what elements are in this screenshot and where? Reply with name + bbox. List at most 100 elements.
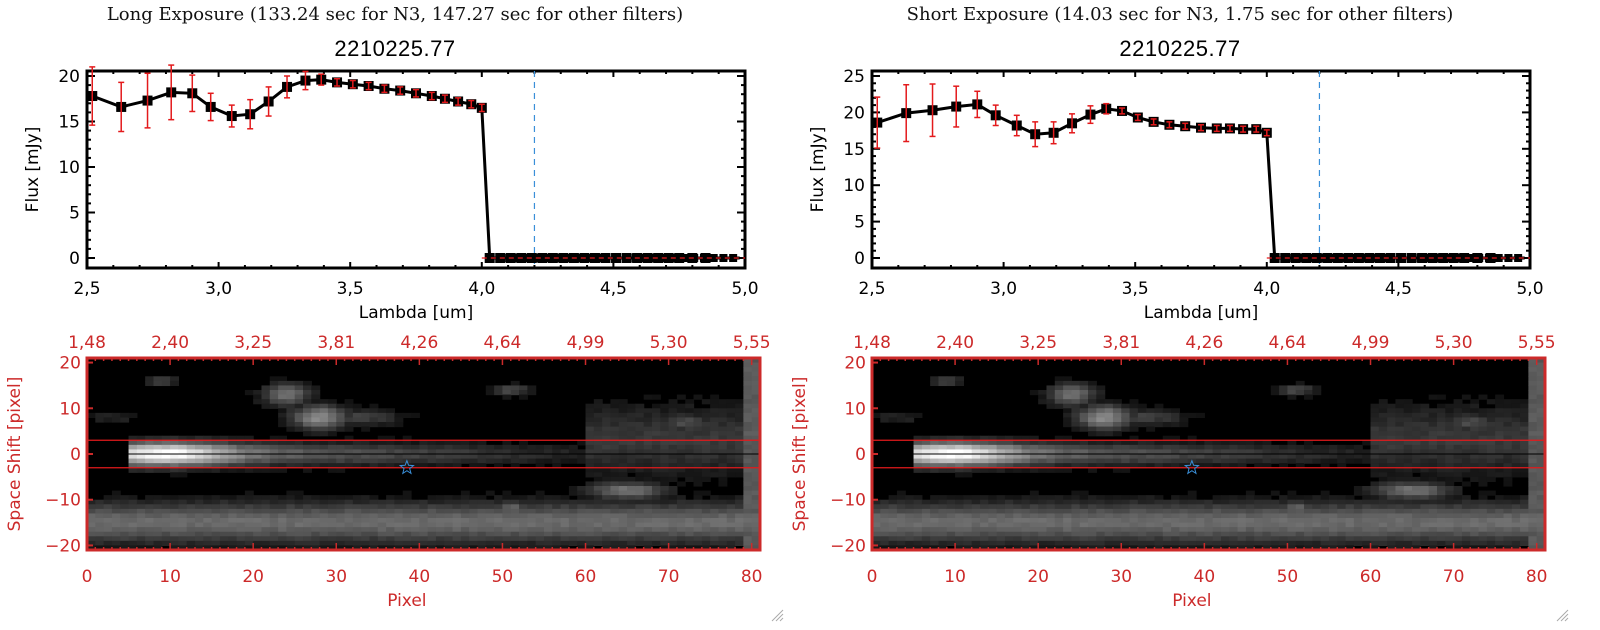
top-x-tick-label: 4,64	[484, 333, 522, 353]
y-tick-label: 0	[854, 249, 865, 269]
data-marker	[729, 254, 738, 262]
data-marker	[484, 253, 495, 263]
short-exposure-spectrum-chart: 2,5 3,0 3,5 4,0 4,5 5,0 0 5 10 15 20 25 Lambda [um] F…	[808, 67, 1544, 323]
x-tick-label: 2,5	[858, 279, 885, 299]
y-tick-label: 20	[59, 354, 81, 374]
y-tick-label: 20	[844, 354, 866, 374]
y-tick-label: 10	[843, 176, 865, 196]
plot-frame	[85, 69, 747, 270]
x-tick-label: 10	[159, 567, 181, 587]
top-x-tick-label: 4,26	[1185, 333, 1223, 353]
data-marker	[663, 253, 674, 263]
resize-handle-icon[interactable]	[770, 608, 784, 622]
long-exposure-spectrum-chart: 2,5 3,0 3,5 4,0 4,5 5,0 0 5 10 15 20 Lambda [um] Flu…	[23, 64, 759, 323]
star-marker-icon	[398, 459, 415, 475]
error-bar	[349, 79, 356, 89]
error-bar	[1150, 118, 1157, 126]
error-bar	[1240, 125, 1247, 133]
x-tick-label: 30	[325, 567, 347, 587]
short-exposure-title: Short Exposure (14.03 sec for N3, 1.75 s…	[906, 4, 1454, 25]
x-tick-label: 70	[658, 567, 680, 587]
top-x-tick-label: 5,30	[1435, 333, 1473, 353]
error-bar	[1119, 107, 1126, 115]
short-exposure-panel: Short Exposure (14.03 sec for N3, 1.75 s…	[785, 0, 1575, 630]
y-axis-label: Space Shift [pixel]	[790, 377, 810, 532]
x-tick-label: 3,5	[337, 279, 364, 299]
error-bar	[247, 98, 254, 130]
error-bar	[397, 86, 404, 95]
y-tick-label: 5	[69, 204, 80, 224]
resize-handle-icon[interactable]	[1555, 608, 1569, 622]
y-tick-label: 10	[58, 158, 80, 178]
y-tick-label: 25	[843, 67, 865, 87]
data-marker	[1311, 253, 1322, 263]
y-tick-label: −10	[45, 491, 81, 511]
error-bar	[874, 96, 881, 149]
x-tick-label: 10	[944, 567, 966, 587]
error-bar	[381, 84, 388, 94]
top-x-tick-label: 4,64	[1269, 333, 1307, 353]
error-bar	[144, 72, 151, 129]
y-tick-label: 15	[843, 140, 865, 160]
data-marker	[1504, 254, 1513, 262]
data-marker	[1459, 253, 1470, 263]
data-marker	[1485, 253, 1496, 263]
x-tick-label: 0	[82, 567, 93, 587]
data-marker	[526, 253, 537, 263]
y-axis-label: Flux [mJy]	[23, 127, 43, 213]
x-tick-label: 3,0	[205, 279, 232, 299]
error-bar	[992, 104, 999, 127]
error-bar	[89, 66, 96, 126]
y-axis-label: Flux [mJy]	[808, 127, 828, 213]
x-tick-label: 3,5	[1122, 279, 1149, 299]
y-tick-label: 5	[854, 213, 865, 233]
x-tick-label: 2,5	[73, 279, 100, 299]
top-x-tick-label: 5,55	[733, 333, 771, 353]
y-tick-label: 0	[70, 445, 81, 465]
error-bar	[413, 88, 419, 98]
top-x-tick-label: 1,48	[68, 333, 106, 353]
y-tick-label: 20	[58, 67, 80, 87]
error-bar	[228, 104, 235, 128]
x-tick-label: 5,0	[1516, 279, 1543, 299]
top-x-tick-label: 4,99	[1352, 333, 1390, 353]
data-marker	[1396, 253, 1407, 263]
top-x-tick-label: 3,81	[317, 333, 355, 353]
error-bar	[953, 85, 960, 128]
error-bar	[1198, 124, 1204, 132]
image-pixels	[87, 358, 761, 551]
y-tick-label: 10	[844, 399, 866, 419]
x-tick-label: 5,0	[731, 279, 758, 299]
x-axis-label: Pixel	[387, 591, 426, 611]
x-axis-label: Lambda [um]	[359, 303, 473, 323]
x-tick-label: 80	[741, 567, 763, 587]
error-bar	[302, 70, 309, 91]
x-tick-label: 20	[1027, 567, 1049, 587]
x-tick-label: 4,0	[1253, 279, 1280, 299]
data-marker	[1269, 253, 1280, 263]
x-tick-label: 60	[575, 567, 597, 587]
data-marker	[674, 253, 685, 263]
image-pixels	[872, 358, 1546, 551]
data-marker	[547, 253, 558, 263]
x-axis-label: Lambda [um]	[1144, 303, 1258, 323]
short-exposure-spectral-image: 0 10 20 30 40 50 60 70 80 1,48 2,40 3,25 3,81 4,26 4,6…	[790, 333, 1556, 611]
data-marker	[700, 253, 711, 263]
error-bar	[318, 73, 325, 86]
y-tick-label: −20	[45, 536, 81, 556]
data-marker	[589, 253, 600, 263]
data-marker	[1514, 254, 1523, 262]
long-exposure-spectral-image: 0 10 20 30 40 50 60 70 80 1,48 2,40 3,25 3,81 4,26 4,6…	[5, 333, 771, 611]
error-bar	[441, 94, 448, 104]
error-bar	[1087, 105, 1094, 125]
error-bar	[1213, 124, 1220, 133]
error-bar	[1032, 121, 1039, 148]
error-bar	[207, 92, 214, 122]
data-marker	[1322, 253, 1333, 263]
x-tick-label: 50	[492, 567, 514, 587]
error-bar	[168, 64, 175, 121]
error-bar	[1050, 121, 1057, 145]
error-bar	[1134, 113, 1141, 122]
x-tick-label: 4,5	[1385, 279, 1412, 299]
data-marker	[653, 253, 664, 263]
